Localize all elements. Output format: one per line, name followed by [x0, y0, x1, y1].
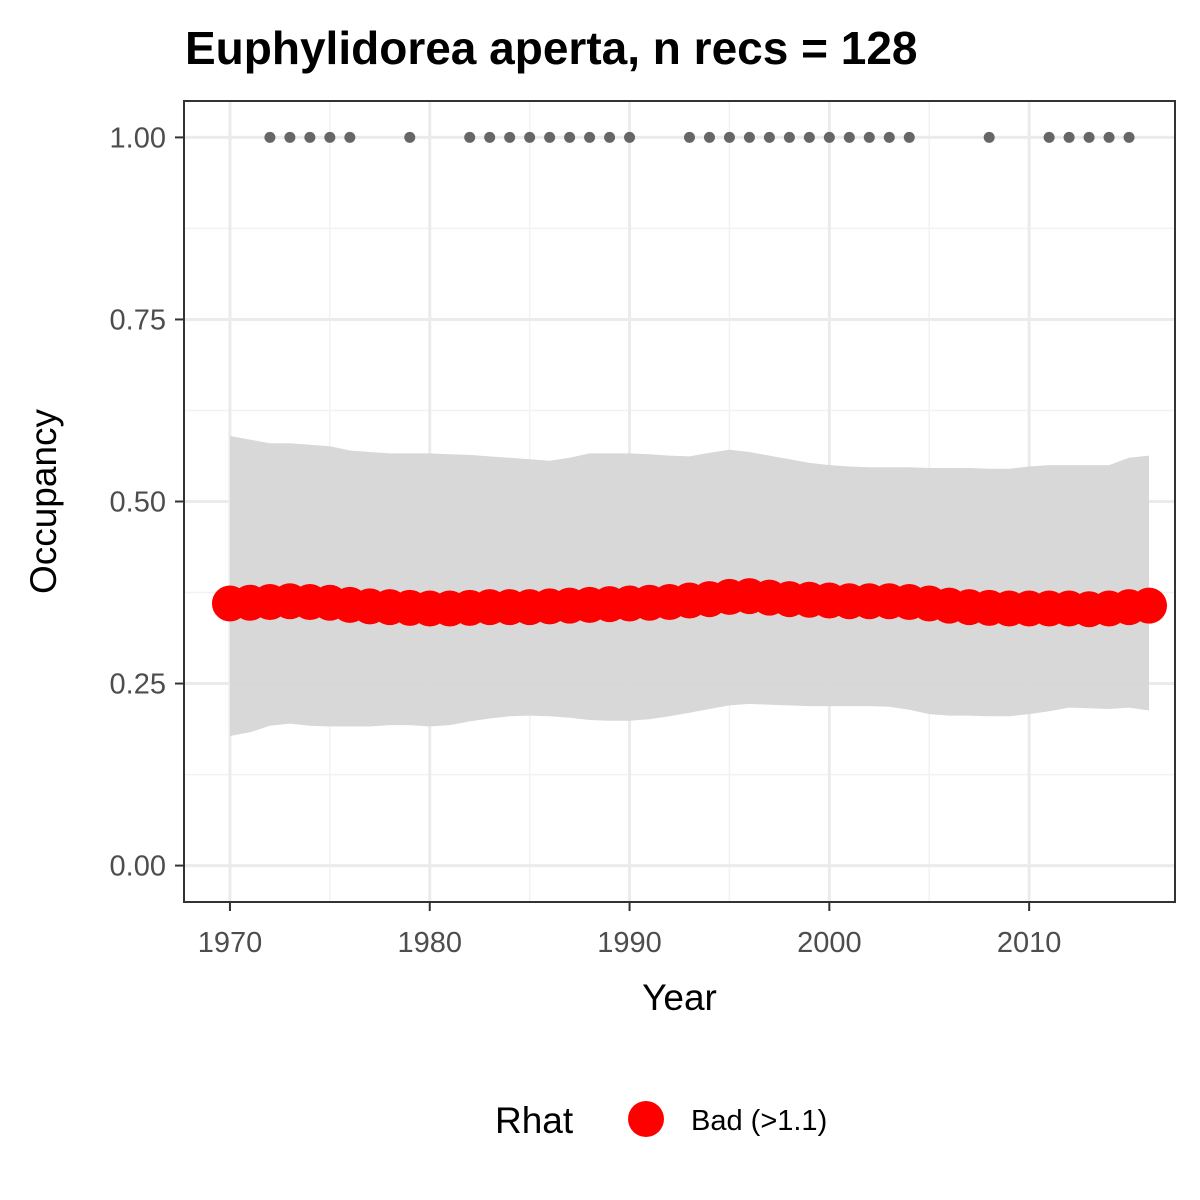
record-point — [464, 131, 476, 143]
record-point — [743, 131, 755, 143]
legend-title: Rhat — [495, 1100, 574, 1141]
record-point — [604, 131, 616, 143]
record-point — [903, 131, 915, 143]
record-point — [843, 131, 855, 143]
record-point — [1083, 131, 1095, 143]
x-tick-label: 2010 — [997, 927, 1062, 959]
y-tick-label: 1.00 — [110, 122, 166, 154]
record-point — [344, 131, 356, 143]
record-point — [823, 131, 835, 143]
x-axis: 1970 1980 1990 2000 2010 — [198, 902, 1062, 959]
y-tick-label: 0.25 — [110, 669, 166, 701]
legend-label-bad: Bad (>1.1) — [691, 1105, 827, 1137]
record-point — [404, 131, 416, 143]
record-point — [703, 131, 715, 143]
record-point — [863, 131, 875, 143]
occupancy-point — [1131, 587, 1168, 624]
record-point — [763, 131, 775, 143]
record-point — [504, 131, 516, 143]
record-point — [544, 131, 556, 143]
record-point — [624, 131, 636, 143]
record-point — [723, 131, 735, 143]
record-point — [284, 131, 296, 143]
record-point — [883, 131, 895, 143]
x-tick-label: 1970 — [198, 927, 263, 959]
y-tick-label: 0.50 — [110, 487, 166, 519]
record-point — [584, 131, 596, 143]
record-point — [983, 131, 995, 143]
legend-key-bad — [628, 1101, 664, 1137]
chart-title: Euphylidorea aperta, n recs = 128 — [185, 22, 918, 74]
record-points-layer — [264, 131, 1135, 143]
x-axis-title: Year — [642, 977, 717, 1018]
record-point — [324, 131, 336, 143]
record-point — [1103, 131, 1115, 143]
x-tick-label: 1980 — [397, 927, 462, 959]
y-axis: 0.00 0.25 0.50 0.75 1.00 — [110, 122, 184, 883]
record-point — [564, 131, 576, 143]
record-point — [683, 131, 695, 143]
record-point — [484, 131, 496, 143]
record-point — [1123, 131, 1135, 143]
occupancy-points-layer — [211, 578, 1168, 628]
x-tick-label: 1990 — [597, 927, 662, 959]
legend: Rhat Bad (>1.1) — [495, 1100, 827, 1141]
record-point — [803, 131, 815, 143]
record-point — [1043, 131, 1055, 143]
x-tick-label: 2000 — [797, 927, 862, 959]
y-tick-label: 0.75 — [110, 304, 166, 336]
record-point — [304, 131, 316, 143]
record-point — [1063, 131, 1075, 143]
record-point — [524, 131, 536, 143]
record-point — [783, 131, 795, 143]
y-tick-label: 0.00 — [110, 851, 166, 883]
y-axis-title: Occupancy — [23, 408, 64, 594]
record-point — [264, 131, 276, 143]
